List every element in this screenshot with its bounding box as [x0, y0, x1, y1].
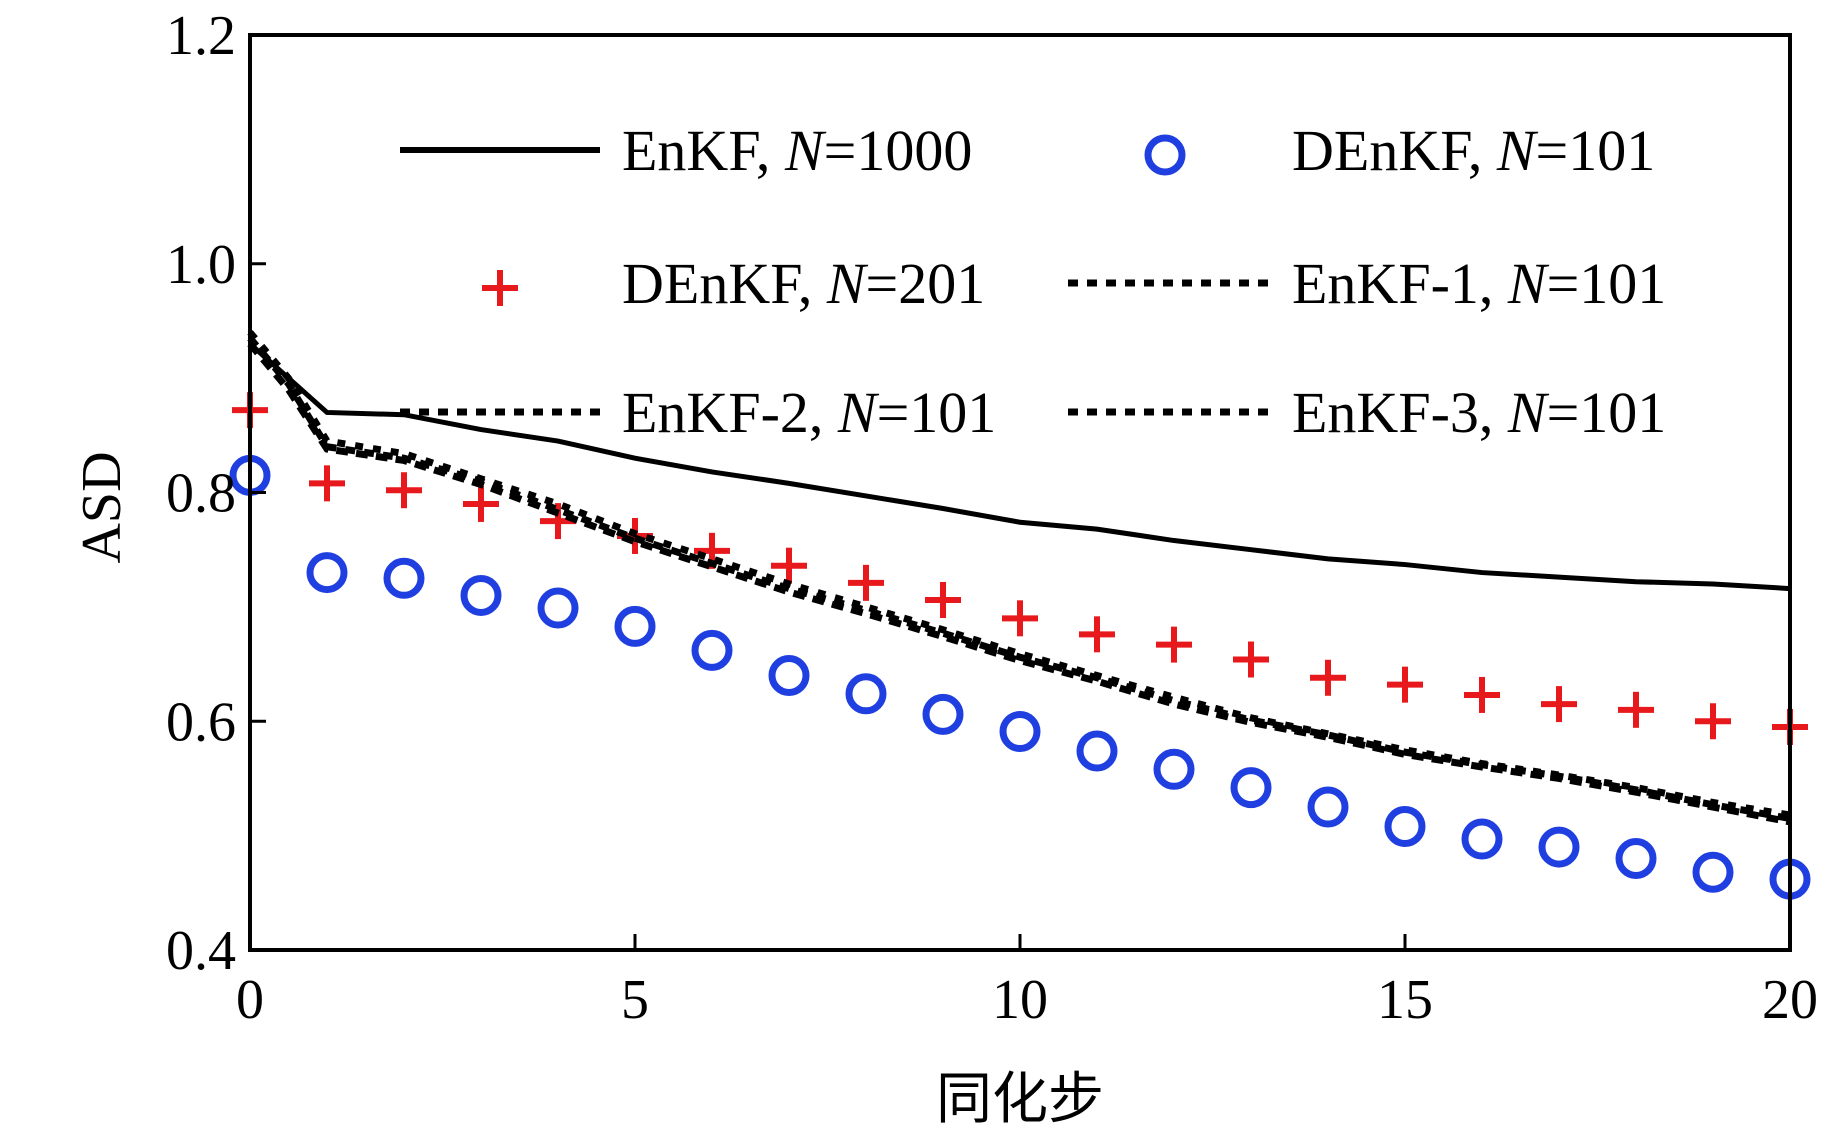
series-line — [248, 341, 1791, 592]
data-point-circle — [1692, 851, 1734, 893]
data-point-plus — [1310, 659, 1346, 696]
y-tick-label: 1.0 — [166, 234, 236, 296]
data-point-plus — [1079, 616, 1115, 653]
data-point-plus — [1156, 626, 1192, 663]
data-point-circle — [306, 552, 348, 594]
data-point-circle — [1153, 748, 1195, 790]
data-point-plus — [1464, 676, 1500, 713]
data-point-plus — [386, 472, 422, 509]
data-point-circle — [999, 711, 1041, 753]
data-point-circle — [1384, 805, 1426, 847]
legend-label: EnKF-3, N=101 — [1292, 380, 1666, 445]
legend-label: EnKF, N=1000 — [622, 118, 972, 183]
legend: EnKF, N=1000 DEnKF, N=101 DEnKF, N=201 EnKF… — [400, 118, 1666, 445]
data-layer — [229, 330, 1811, 900]
x-tick-label: 20 — [1762, 969, 1818, 1031]
data-point-plus — [309, 465, 345, 502]
data-point-circle — [1230, 767, 1272, 809]
legend-label: DEnKF, N=101 — [1292, 118, 1655, 183]
legend-label: EnKF-1, N=101 — [1292, 251, 1666, 316]
data-point-plus — [925, 582, 961, 619]
data-point-plus — [1233, 641, 1269, 678]
x-tick-label: 10 — [992, 969, 1048, 1031]
x-tick-label: 5 — [621, 969, 649, 1031]
data-point-plus — [1002, 600, 1038, 637]
data-point-plus — [1387, 666, 1423, 703]
data-point-circle — [1307, 786, 1349, 828]
x-axis-title: 同化步 — [936, 1069, 1104, 1131]
x-tick-label: 15 — [1377, 969, 1433, 1031]
data-point-circle — [845, 673, 887, 715]
data-point-circle — [1076, 730, 1118, 772]
data-point-circle — [768, 655, 810, 696]
series-line — [247, 341, 1791, 826]
x-tick-label: 0 — [236, 969, 264, 1031]
data-point-circle — [1461, 818, 1503, 860]
legend-item: DEnKF, N=101 — [1144, 118, 1655, 183]
y-tick-label: 0.6 — [166, 691, 236, 753]
series-6 — [247, 341, 1791, 826]
y-tick-label: 0.4 — [166, 920, 236, 982]
data-point-circle — [1538, 826, 1580, 868]
data-point-plus — [848, 564, 884, 601]
legend-item: EnKF-2, N=101 — [400, 380, 996, 445]
data-point-circle — [922, 693, 964, 735]
legend-label: DEnKF, N=201 — [622, 251, 985, 316]
data-point-circle — [537, 587, 579, 629]
data-point-plus — [771, 547, 807, 584]
legend-item: EnKF-3, N=101 — [1068, 380, 1666, 445]
series-1 — [248, 341, 1791, 592]
legend-swatch — [1144, 134, 1186, 176]
axis-ticks: 0 5 10 15 20 0.4 0.6 0.8 1.0 1.2 — [166, 5, 1818, 1031]
data-point-circle — [1615, 838, 1657, 879]
data-point-plus — [463, 485, 499, 522]
legend-item: EnKF, N=1000 — [400, 118, 972, 183]
data-point-plus — [1618, 691, 1654, 728]
y-axis-title: ASD — [71, 451, 133, 563]
data-point-circle — [614, 605, 656, 647]
legend-item: EnKF-1, N=101 — [1068, 251, 1666, 316]
data-point-circle — [460, 574, 502, 616]
data-point-plus — [1695, 703, 1731, 740]
data-point-circle — [383, 557, 425, 599]
y-tick-label: 0.8 — [166, 463, 236, 525]
legend-label: EnKF-2, N=101 — [622, 380, 996, 445]
data-point-plus — [1541, 686, 1577, 723]
series-3 — [232, 392, 1808, 745]
data-point-circle — [691, 629, 733, 671]
y-tick-label: 1.2 — [166, 5, 236, 67]
legend-item: DEnKF, N=201 — [482, 251, 985, 316]
legend-swatch — [482, 270, 518, 306]
